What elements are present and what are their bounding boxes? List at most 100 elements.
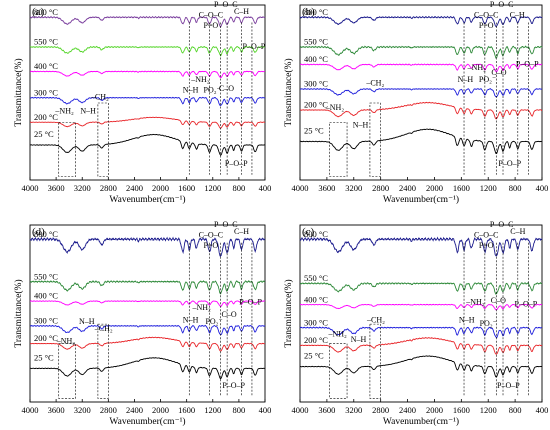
band-annotation: PO₂⁻	[480, 319, 497, 328]
x-tick-label: 400	[259, 405, 272, 415]
band-annotation: N–H	[353, 121, 369, 130]
x-tick-label: 4000	[292, 183, 309, 193]
chart-panel: (a) 4000 3600 3200 2800 2400 2000 1600 1200 800 40…	[13, 0, 271, 205]
series-line	[300, 303, 542, 311]
band-annotation: –NH₂	[325, 103, 345, 112]
series-label: 800 °C	[34, 7, 58, 17]
series-line	[300, 281, 543, 295]
band-annotation: C–H	[234, 7, 249, 16]
x-tick-label: 2800	[100, 183, 117, 193]
band-annotation: PO₂⁻	[204, 86, 221, 95]
x-tick-label: 2800	[372, 405, 389, 415]
dashed-region-box	[329, 121, 348, 177]
band-annotation: –NH₂	[327, 330, 347, 339]
series-line	[29, 70, 266, 79]
band-annotation: C–O	[222, 310, 237, 319]
x-tick-label: 1600	[178, 183, 195, 193]
band-annotation: C–H	[510, 227, 525, 236]
chart-panel: (d) 4000 3600 3200 2800 2400 2000 1600 1200 800 40…	[13, 220, 271, 427]
x-tick-label: 3600	[48, 405, 65, 415]
series-line	[29, 96, 266, 107]
band-annotation: N–H	[351, 335, 367, 344]
band-annotation: PO₂⁻	[205, 317, 222, 326]
dashed-region-box	[97, 323, 109, 399]
series-line	[300, 355, 543, 378]
band-annotation: C–O	[491, 68, 506, 77]
plot-frame	[29, 224, 266, 403]
band-annotation: –NH₂	[192, 303, 212, 312]
series-line	[29, 279, 266, 295]
dashed-region-box	[369, 323, 381, 399]
dashed-region-box	[369, 102, 381, 177]
band-annotation: P–O–P	[498, 159, 521, 168]
x-tick-label: 800	[509, 183, 522, 193]
dashed-region-box	[329, 343, 348, 399]
x-tick-label: 1200	[480, 183, 497, 193]
x-tick-label: 1600	[453, 405, 470, 415]
series-line	[29, 300, 266, 307]
band-annotation: C–O–C	[199, 230, 223, 239]
series-line	[300, 45, 543, 59]
series-line	[299, 63, 543, 73]
series-label: 25 °C	[34, 352, 54, 362]
band-annotation: –CH₂	[90, 93, 109, 102]
panel-label: (a)	[32, 6, 45, 18]
band-annotation: N–H	[79, 317, 95, 326]
series-line	[29, 357, 265, 380]
panel-label: (b)	[302, 6, 315, 18]
series-line	[299, 236, 543, 257]
x-tick-label: 3600	[48, 183, 65, 193]
x-tick-label: 3600	[318, 183, 335, 193]
plot-frame	[29, 4, 266, 181]
x-tick-label: 2800	[100, 405, 117, 415]
band-annotation: P–O–C	[490, 220, 514, 229]
band-annotation: P–O–P	[516, 59, 539, 68]
chart-panel: (b) 4000 3600 3200 2800 2400 2000 1600 1200 800 40…	[283, 0, 548, 205]
series-label: 200 °C	[304, 335, 328, 345]
series-label: 200 °C	[34, 112, 58, 122]
series-label: 550 °C	[34, 37, 58, 47]
dashed-region-box	[97, 102, 109, 177]
series-line	[300, 101, 543, 120]
series-label: 25 °C	[34, 129, 54, 139]
series-label: 400 °C	[34, 61, 58, 71]
band-annotation: P–O–C	[214, 220, 238, 229]
x-tick-label: 3200	[74, 405, 91, 415]
band-annotation: P–O–P	[222, 381, 245, 390]
dashed-region-box	[58, 121, 76, 177]
x-tick-label: 2400	[399, 405, 416, 415]
series-label: 550 °C	[304, 273, 328, 283]
series-line	[299, 88, 543, 98]
x-tick-label: 400	[259, 183, 272, 193]
band-annotation: P=O	[203, 241, 218, 250]
band-annotation: C–H	[510, 10, 525, 19]
band-annotation: P–O–C	[490, 0, 514, 9]
x-tick-label: 3200	[74, 183, 91, 193]
series-label: 550 °C	[34, 271, 58, 281]
y-axis-label: Transmittance(%)	[283, 58, 294, 126]
band-annotation: –NH₂	[54, 107, 74, 116]
x-tick-label: 400	[536, 183, 549, 193]
series-line	[29, 236, 266, 258]
series-label: 800 °C	[34, 229, 58, 239]
band-annotation: C–O	[219, 84, 234, 93]
series-line	[299, 15, 543, 28]
band-annotation: C–O–C	[474, 10, 498, 19]
band-annotation: N–H	[459, 315, 475, 324]
series-label: 800 °C	[304, 229, 328, 239]
series-line	[299, 128, 543, 154]
x-tick-label: 400	[536, 405, 549, 415]
x-tick-label: 2000	[426, 183, 443, 193]
x-axis-label: Wavenumber(cm⁻¹)	[109, 416, 185, 427]
x-tick-label: 800	[233, 183, 246, 193]
series-label: 300 °C	[304, 79, 328, 89]
x-tick-label: 1200	[204, 183, 221, 193]
series-label: 25 °C	[304, 351, 324, 361]
band-annotation: –NH₂	[465, 298, 485, 307]
y-axis-label: Transmittance(%)	[283, 279, 294, 347]
x-tick-label: 2400	[126, 183, 143, 193]
panel-label: (d)	[32, 226, 45, 238]
series-label: 300 °C	[34, 87, 58, 97]
x-tick-label: 4000	[292, 405, 309, 415]
